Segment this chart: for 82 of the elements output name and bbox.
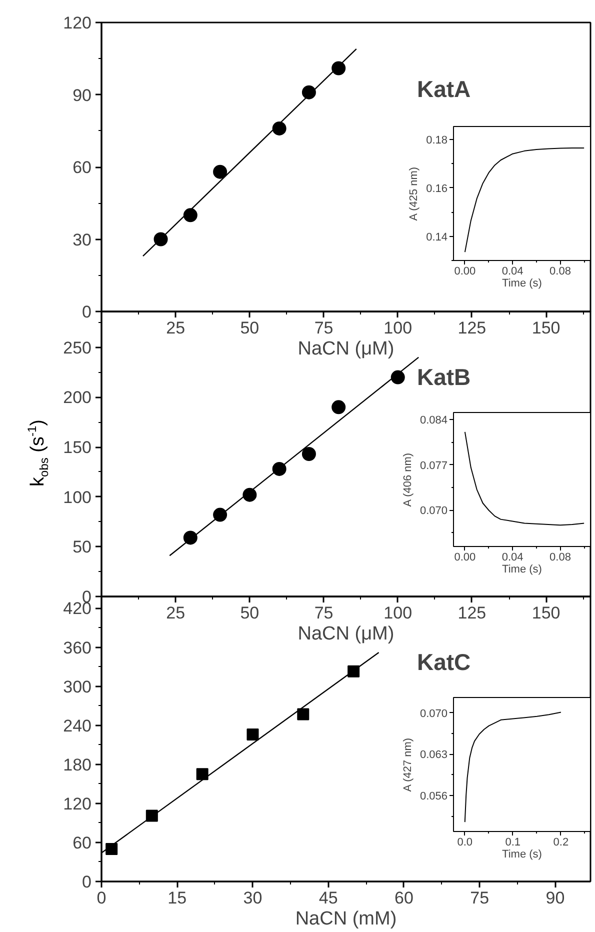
x-tick-label: 0.08 [550, 552, 571, 564]
x-tick-label: 0.00 [454, 552, 476, 564]
point [106, 842, 118, 855]
annotation: KatC [416, 649, 471, 676]
x-tick-label: 60 [394, 888, 414, 908]
y-tick-label: 0 [82, 302, 92, 322]
y-tick-label: 200 [63, 388, 92, 408]
x-tick-label: 150 [532, 604, 560, 622]
x-tick-label: 125 [458, 318, 486, 338]
point [272, 121, 286, 136]
line-series [464, 431, 585, 526]
y-tick-label: 60 [72, 158, 92, 177]
point [302, 85, 316, 100]
x-tick-label: 0.0 [457, 836, 473, 848]
y-tick-label: 120 [63, 14, 92, 32]
y-tick-label: 0 [82, 872, 92, 892]
y-tick-label: 0.063 [420, 749, 448, 762]
x-tick-label: 90 [546, 888, 565, 908]
point [213, 508, 228, 522]
x-tick-label: 100 [384, 318, 412, 338]
y-tick-label: 0.070 [420, 505, 448, 518]
y-tick-label: 250 [63, 338, 92, 358]
y-axis-title: A (425 nm) [408, 166, 420, 221]
y-axis-title: A (427 nm) [402, 738, 414, 792]
y-tick-label: 0.084 [420, 414, 448, 427]
x-tick-label: 100 [384, 604, 412, 622]
y-axis-title: A (406 nm) [402, 452, 414, 507]
x-axis-title: Time (s) [502, 848, 542, 860]
x-tick-label: 50 [240, 604, 260, 622]
annotation: KatB [416, 364, 471, 390]
point [242, 488, 257, 502]
x-tick-label: 0.08 [550, 266, 571, 278]
x-tick-label: 50 [240, 318, 260, 338]
point [332, 400, 346, 414]
x-tick-label: 0.04 [502, 266, 524, 278]
x-tick-label: 0.00 [454, 266, 476, 278]
x-tick-label: 15 [168, 888, 187, 908]
x-axis-title: NaCN (mM) [295, 908, 397, 930]
y-tick-label: 0.16 [426, 182, 448, 195]
x-tick-label: 125 [458, 604, 486, 622]
y-tick-label: 0.077 [420, 460, 448, 472]
y-tick-label: 100 [63, 488, 92, 507]
point [297, 708, 310, 720]
point [246, 728, 259, 740]
x-tick-label: 45 [318, 888, 338, 908]
x-tick-label: 150 [532, 318, 560, 338]
x-tick-label: 25 [166, 604, 186, 622]
x-tick-label: 30 [243, 888, 262, 908]
y-tick-label: 240 [63, 716, 92, 736]
x-tick-label: 0.1 [505, 836, 521, 848]
y-tick-label: 0.070 [420, 708, 448, 720]
y-tick-label: 360 [63, 638, 92, 658]
point [213, 164, 228, 179]
y-tick-label: 180 [63, 755, 92, 774]
line-series [464, 148, 585, 253]
annotation: KatA [416, 76, 471, 102]
y-tick-label: 120 [63, 794, 92, 814]
y-tick-label: 90 [72, 86, 92, 105]
point [272, 462, 286, 476]
point [390, 370, 405, 384]
x-tick-label: 25 [166, 318, 186, 338]
y-tick-label: 30 [72, 230, 92, 250]
x-axis-title: Time (s) [502, 564, 542, 576]
x-tick-label: 75 [470, 888, 490, 908]
y-tick-label: 0.18 [426, 134, 448, 147]
y-tick-label: 150 [63, 438, 92, 458]
point [302, 447, 316, 461]
y-tick-label: 0.14 [426, 231, 448, 244]
x-tick-label: 0 [96, 888, 106, 908]
y-tick-label: 0.056 [420, 790, 448, 802]
x-tick-label: 75 [314, 604, 334, 622]
y-tick-label: 300 [63, 677, 92, 696]
point [196, 768, 208, 780]
x-tick-label: 75 [314, 318, 334, 338]
point [183, 208, 198, 222]
x-axis-title: Time (s) [502, 278, 542, 290]
x-axis-title: NaCN (μM) [298, 338, 394, 360]
point [183, 530, 198, 545]
x-axis-title: NaCN (μM) [298, 624, 394, 644]
x-tick-label: 0.2 [553, 836, 569, 848]
x-tick-label: 0.04 [502, 552, 524, 564]
line-series [464, 712, 562, 823]
